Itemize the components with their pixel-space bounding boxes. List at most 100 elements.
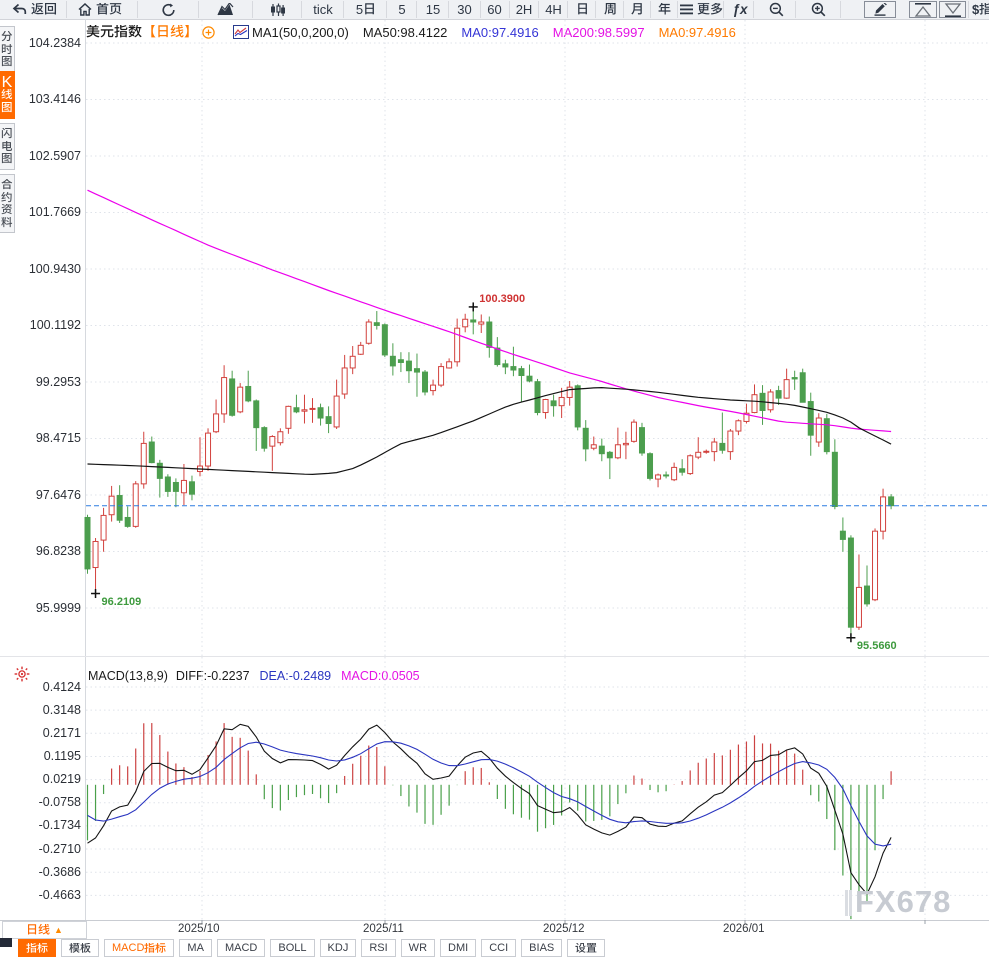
main-legend: MA1(50,0,200,0) MA50:98.4122 MA0:97.4916…: [86, 24, 736, 40]
candle: [880, 488, 887, 540]
main-y-label: 100.9430: [28, 261, 81, 276]
candle-chart-button[interactable]: [254, 0, 301, 19]
candle: [711, 437, 718, 462]
candle: [205, 428, 212, 471]
sidebar-tab-2[interactable]: K: [0, 71, 15, 119]
candle: [341, 354, 348, 399]
candle: [550, 394, 557, 417]
interval-selector[interactable]: ▲: [2, 921, 87, 939]
macd-y-label: 0.0219: [42, 772, 81, 787]
triangle-top-icon: [909, 1, 937, 18]
main-y-label: 100.1192: [29, 318, 81, 332]
indicator-settings-icon[interactable]: [14, 666, 30, 682]
candle: [855, 554, 862, 630]
macd-diff-line: [87, 723, 892, 896]
candle: [478, 314, 485, 333]
candle: [823, 413, 830, 455]
toolbar-separator: [840, 1, 841, 18]
macd-y-label: -0.4663: [38, 887, 81, 902]
ma-indicator-icon[interactable]: [233, 25, 249, 39]
usd-button[interactable]: $: [972, 0, 989, 19]
toolbar-separator: [795, 1, 796, 18]
expand-icon[interactable]: [202, 25, 215, 39]
toolbar-separator: [723, 1, 724, 18]
macd-y-label: -0.3686: [38, 864, 81, 879]
day-button[interactable]: [569, 0, 595, 19]
draw-button[interactable]: [862, 0, 898, 19]
toolbar-separator: [301, 1, 302, 18]
back-button[interactable]: [5, 0, 63, 19]
low-annotation: 95.5660: [856, 639, 897, 652]
macd-legend: MACD(13,8,9) DIFF:-0.2237 DEA:-0.2489 MA…: [88, 668, 420, 683]
more-button[interactable]: [679, 0, 724, 19]
main-y-label: 99.2953: [35, 374, 81, 389]
line-chart-button[interactable]: [200, 0, 251, 19]
year-button[interactable]: [652, 0, 677, 19]
fx-button[interactable]: ƒx: [732, 2, 748, 17]
candle: [261, 426, 268, 452]
zoom-in-button[interactable]: [798, 0, 838, 19]
5d-button[interactable]: 5: [345, 0, 387, 19]
candle: [566, 380, 573, 406]
week-button[interactable]: [597, 0, 623, 19]
candle: [438, 363, 445, 388]
sidebar-tab-3[interactable]: [0, 123, 15, 170]
x-axis-label: 2025/11: [363, 923, 404, 935]
x-axis-label: 2026/01: [723, 923, 765, 935]
main-y-label: 95.9999: [35, 600, 81, 615]
sidebar-tab-1[interactable]: [0, 26, 15, 73]
home-button[interactable]: [70, 0, 130, 19]
candle: [888, 494, 895, 510]
candle: [791, 370, 798, 390]
top-marker-button[interactable]: [907, 0, 939, 19]
watermark-text: FX678: [855, 884, 952, 919]
candle: [526, 364, 533, 383]
candle: [221, 365, 228, 423]
toolbar-separator: [968, 1, 969, 18]
toolbar-separator: [595, 1, 596, 18]
candle: [229, 370, 236, 417]
candle: [695, 437, 702, 460]
indicator-tab[interactable]: [18, 939, 56, 957]
zoom-out-button[interactable]: [756, 0, 796, 19]
candle: [783, 368, 790, 399]
indicator-tab[interactable]: [61, 939, 99, 957]
symbol-title: [86, 24, 142, 40]
x-axis-label: 2025/12: [543, 923, 585, 935]
candle: [872, 528, 879, 602]
interval-arrow: ▲: [54, 925, 63, 935]
candle: [510, 346, 517, 377]
toolbar-separator: [386, 1, 387, 18]
candle: [124, 506, 131, 528]
candle: [767, 389, 774, 413]
candle: [301, 394, 308, 424]
candle: [542, 398, 549, 419]
main-y-label: 103.4146: [28, 92, 81, 106]
bottom-marker-button[interactable]: [937, 0, 968, 19]
month-button[interactable]: [625, 0, 650, 19]
indicator-tab[interactable]: [567, 939, 606, 957]
toolbar-separator: [538, 1, 539, 18]
sidebar-tab-4[interactable]: [0, 174, 15, 233]
candle: [293, 394, 300, 414]
refresh-button[interactable]: [140, 0, 197, 19]
m5-button[interactable]: 5: [398, 2, 406, 17]
high-annotation: 100.3900: [479, 292, 526, 305]
